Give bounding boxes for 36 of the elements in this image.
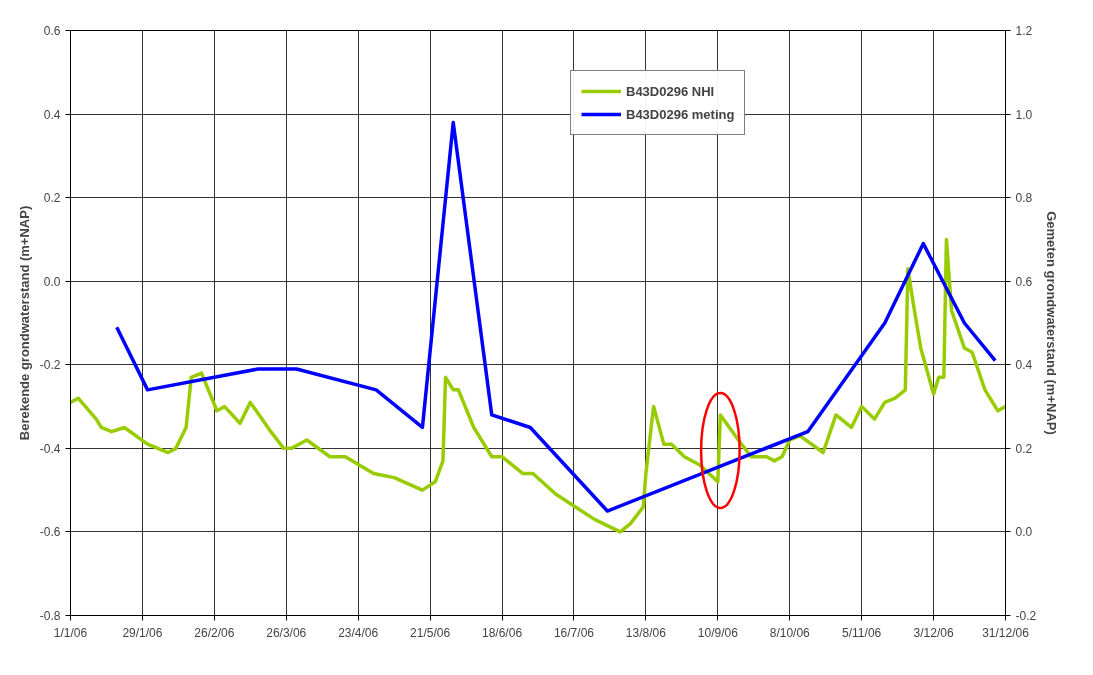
line-series (114, 120, 997, 513)
y-tick-label: 0.0 (43, 274, 61, 289)
y2-tick-label: 1.0 (1015, 107, 1033, 122)
y2-axis-title: Gemeten grondwaterstand (m+NAP) (1044, 211, 1060, 435)
y2-tick-label: 0.4 (1015, 358, 1033, 373)
x-tick-label: 31/12/06 (982, 625, 1030, 640)
y-tick-label: -0.4 (39, 441, 61, 456)
y-tick-label: -0.8 (39, 609, 61, 623)
x-tick-label: 26/2/06 (194, 625, 235, 640)
y-tick-label: -0.6 (39, 525, 61, 540)
y2-tick-label: 0.2 (1015, 441, 1033, 456)
line-series (70, 237, 1006, 534)
x-tick-label: 21/5/06 (410, 625, 451, 640)
x-tick-label: 10/9/06 (697, 625, 739, 640)
y2-tick-label: 0.0 (1015, 525, 1033, 540)
y2-tick-label: 1.2 (1015, 24, 1033, 38)
y-tick-label: 0.6 (43, 24, 61, 38)
legend-label: B43D0296 NHI (626, 83, 715, 99)
x-tick-label: 16/7/06 (553, 625, 595, 640)
y2-tick-label: 0.8 (1015, 191, 1033, 206)
y-tick-label: -0.2 (39, 358, 61, 373)
x-tick-label: 1/1/06 (53, 625, 88, 640)
x-tick-label: 3/12/06 (913, 625, 954, 640)
x-tick-label: 26/3/06 (266, 625, 307, 640)
x-tick-label: 18/6/06 (482, 625, 523, 640)
y-tick-label: 0.2 (43, 191, 61, 206)
x-tick-label: 5/11/06 (842, 625, 882, 640)
x-tick-label: 29/1/06 (122, 625, 163, 640)
y-tick-label: 0.4 (43, 107, 61, 122)
legend-label: B43D0296 meting (626, 106, 735, 122)
y2-tick-label: 0.6 (1015, 274, 1033, 289)
x-tick-label: 23/4/06 (338, 625, 379, 640)
y2-tick-label: -0.2 (1015, 609, 1037, 623)
x-tick-label: 8/10/06 (769, 625, 811, 640)
x-tick-label: 13/8/06 (625, 625, 667, 640)
y-axis-title: Berekende grondwaterstand (m+NAP) (16, 205, 32, 441)
